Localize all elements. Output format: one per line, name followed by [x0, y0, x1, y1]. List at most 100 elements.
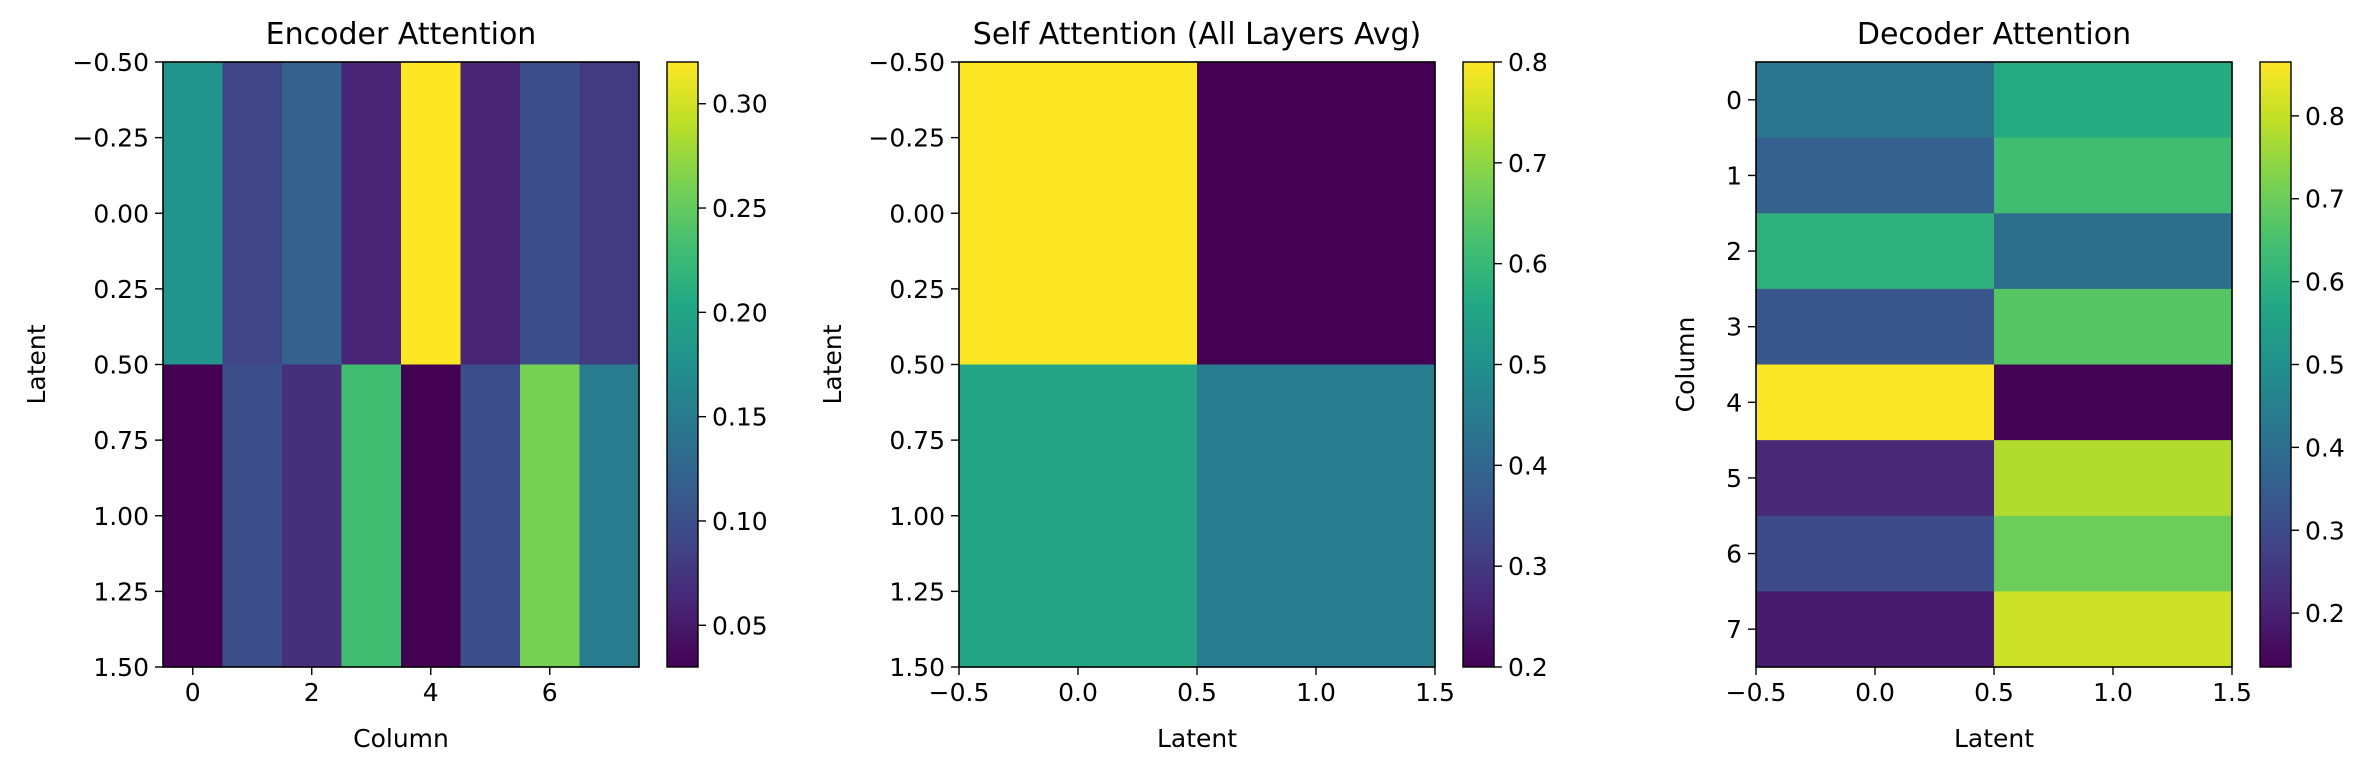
y-axis-label: Latent — [818, 324, 847, 404]
heatmap-cell-r1-c5 — [460, 364, 521, 668]
y-tick-label: −0.50 — [72, 48, 149, 77]
heatmap-cell-r4-c0 — [1756, 364, 1995, 441]
heatmap-cell-r0-c1 — [1197, 62, 1436, 366]
heatmap-cell-r4-c1 — [1994, 364, 2233, 441]
heatmap-cell-r1-c1 — [1197, 364, 1436, 668]
x-tick-label: 0.0 — [1058, 678, 1098, 707]
colorbar-tick-label: 0.5 — [2305, 351, 2345, 380]
x-tick-label: 0.5 — [1177, 678, 1217, 707]
x-tick-label: 1.0 — [2093, 678, 2133, 707]
y-tick-label: 3 — [1726, 313, 1742, 342]
colorbar-tick-label: 0.7 — [1508, 149, 1548, 178]
y-tick-label: 0.25 — [93, 275, 149, 304]
heatmap-cell-r1-c0 — [1756, 137, 1995, 214]
heatmap-cell-r1-c2 — [282, 364, 343, 668]
y-axis-label: Column — [1671, 317, 1700, 413]
y-axis-label: Latent — [22, 324, 51, 404]
heatmap-cell-r0-c1 — [222, 62, 283, 366]
x-tick-label: −0.5 — [929, 678, 990, 707]
heatmap-cell-r1-c6 — [520, 364, 581, 668]
y-tick-label: −0.25 — [868, 124, 945, 153]
heatmap-cell-r1-c4 — [401, 364, 462, 668]
y-tick-label: 7 — [1726, 615, 1742, 644]
heatmap-cell-r0-c5 — [460, 62, 521, 366]
colorbar-tick-label: 0.30 — [712, 90, 768, 119]
y-tick-label: 1 — [1726, 161, 1742, 190]
colorbar-tick-label: 0.8 — [2305, 102, 2345, 131]
heatmap-panel-2: −0.5 0.0 0.5 1.0 1.5 0 1 2 3 4 5 6 7 Decoder Attentio… — [1671, 17, 2345, 753]
chart-title: Decoder Attention — [1857, 17, 2131, 52]
heatmap-panel-1: −0.5 0.0 0.5 1.0 1.5 −0.50 −0.25 0.00 0.25 0.50 0.… — [818, 17, 1548, 753]
x-tick-label: 4 — [423, 678, 439, 707]
colorbar-tick-label: 0.7 — [2305, 185, 2345, 214]
y-tick-label: 1.00 — [889, 502, 945, 531]
colorbar-tick-label: 0.25 — [712, 194, 768, 223]
y-tick-label: 4 — [1726, 388, 1742, 417]
heatmap-cell-r1-c1 — [222, 364, 283, 668]
heatmap-cell-r1-c7 — [579, 364, 640, 668]
y-tick-label: 0.00 — [889, 199, 945, 228]
x-axis-label: Latent — [1954, 724, 2034, 753]
x-axis-label: Column — [353, 724, 449, 753]
y-tick-label: 2 — [1726, 237, 1742, 266]
x-tick-label: 6 — [542, 678, 558, 707]
heatmap-cell-r3-c0 — [1756, 288, 1995, 366]
colorbar-tick-label: 0.2 — [1508, 653, 1548, 682]
heatmap-cell-r0-c0 — [163, 62, 224, 366]
y-tick-label: 0 — [1726, 86, 1742, 115]
heatmap-cell-r5-c0 — [1756, 440, 1995, 517]
x-tick-label: 1.5 — [2212, 678, 2252, 707]
heatmap-cell-r0-c2 — [282, 62, 343, 366]
colorbar-tick-label: 0.8 — [1508, 48, 1548, 77]
heatmap-cell-r2-c1 — [1994, 213, 2233, 290]
y-tick-label: 5 — [1726, 464, 1742, 493]
colorbar-tick-label: 0.2 — [2305, 599, 2345, 628]
x-tick-label: 1.5 — [1415, 678, 1455, 707]
heatmap-cell-r7-c1 — [1994, 591, 2233, 668]
y-tick-label: 0.75 — [889, 426, 945, 455]
heatmap-panel-0: 0 2 4 6 −0.50 −0.25 0.00 0.25 0.50 0.75 1.00 1.25 1.… — [22, 17, 768, 753]
y-tick-label: −0.25 — [72, 124, 149, 153]
y-tick-label: 1.25 — [889, 577, 945, 606]
colorbar-tick-label: 0.6 — [2305, 268, 2345, 297]
colorbar-tick-label: 0.15 — [712, 403, 768, 432]
colorbar-tick-label: 0.3 — [1508, 552, 1548, 581]
y-tick-label: −0.50 — [868, 48, 945, 77]
x-tick-label: 1.0 — [1296, 678, 1336, 707]
colorbar-tick-label: 0.5 — [1508, 351, 1548, 380]
chart-title: Encoder Attention — [266, 17, 537, 52]
heatmap-cell-r6-c1 — [1994, 515, 2233, 592]
heatmap-cell-r0-c3 — [341, 62, 402, 366]
x-tick-label: 0.0 — [1855, 678, 1895, 707]
y-tick-label: 0.75 — [93, 426, 149, 455]
chart-title: Self Attention (All Layers Avg) — [973, 17, 1421, 52]
y-tick-label: 1.00 — [93, 502, 149, 531]
x-tick-label: −0.5 — [1726, 678, 1787, 707]
heatmap-cell-r6-c0 — [1756, 515, 1995, 592]
heatmap-cell-r0-c4 — [401, 62, 462, 366]
x-tick-label: 0 — [185, 678, 201, 707]
y-tick-label: 0.25 — [889, 275, 945, 304]
y-tick-label: 6 — [1726, 540, 1742, 569]
colorbar-tick-label: 0.3 — [2305, 516, 2345, 545]
colorbar — [666, 61, 699, 668]
colorbar — [1462, 61, 1495, 668]
y-tick-label: 0.50 — [93, 351, 149, 380]
heatmap-cell-r0-c0 — [959, 62, 1198, 366]
y-tick-label: 0.00 — [93, 199, 149, 228]
x-tick-label: 2 — [304, 678, 320, 707]
heatmap-cell-r3-c1 — [1994, 288, 2233, 366]
heatmap-cell-r1-c0 — [163, 364, 224, 668]
colorbar-tick-label: 0.4 — [1508, 451, 1548, 480]
heatmap-cell-r2-c0 — [1756, 213, 1995, 290]
colorbar-tick-label: 0.20 — [712, 298, 768, 327]
colorbar — [2259, 61, 2292, 668]
heatmap-cell-r5-c1 — [1994, 440, 2233, 517]
y-tick-label: 0.50 — [889, 351, 945, 380]
colorbar-tick-label: 0.4 — [2305, 433, 2345, 462]
heatmap-cell-r7-c0 — [1756, 591, 1995, 668]
heatmap-cell-r0-c6 — [520, 62, 581, 366]
x-axis-label: Latent — [1157, 724, 1237, 753]
colorbar-tick-label: 0.6 — [1508, 250, 1548, 279]
